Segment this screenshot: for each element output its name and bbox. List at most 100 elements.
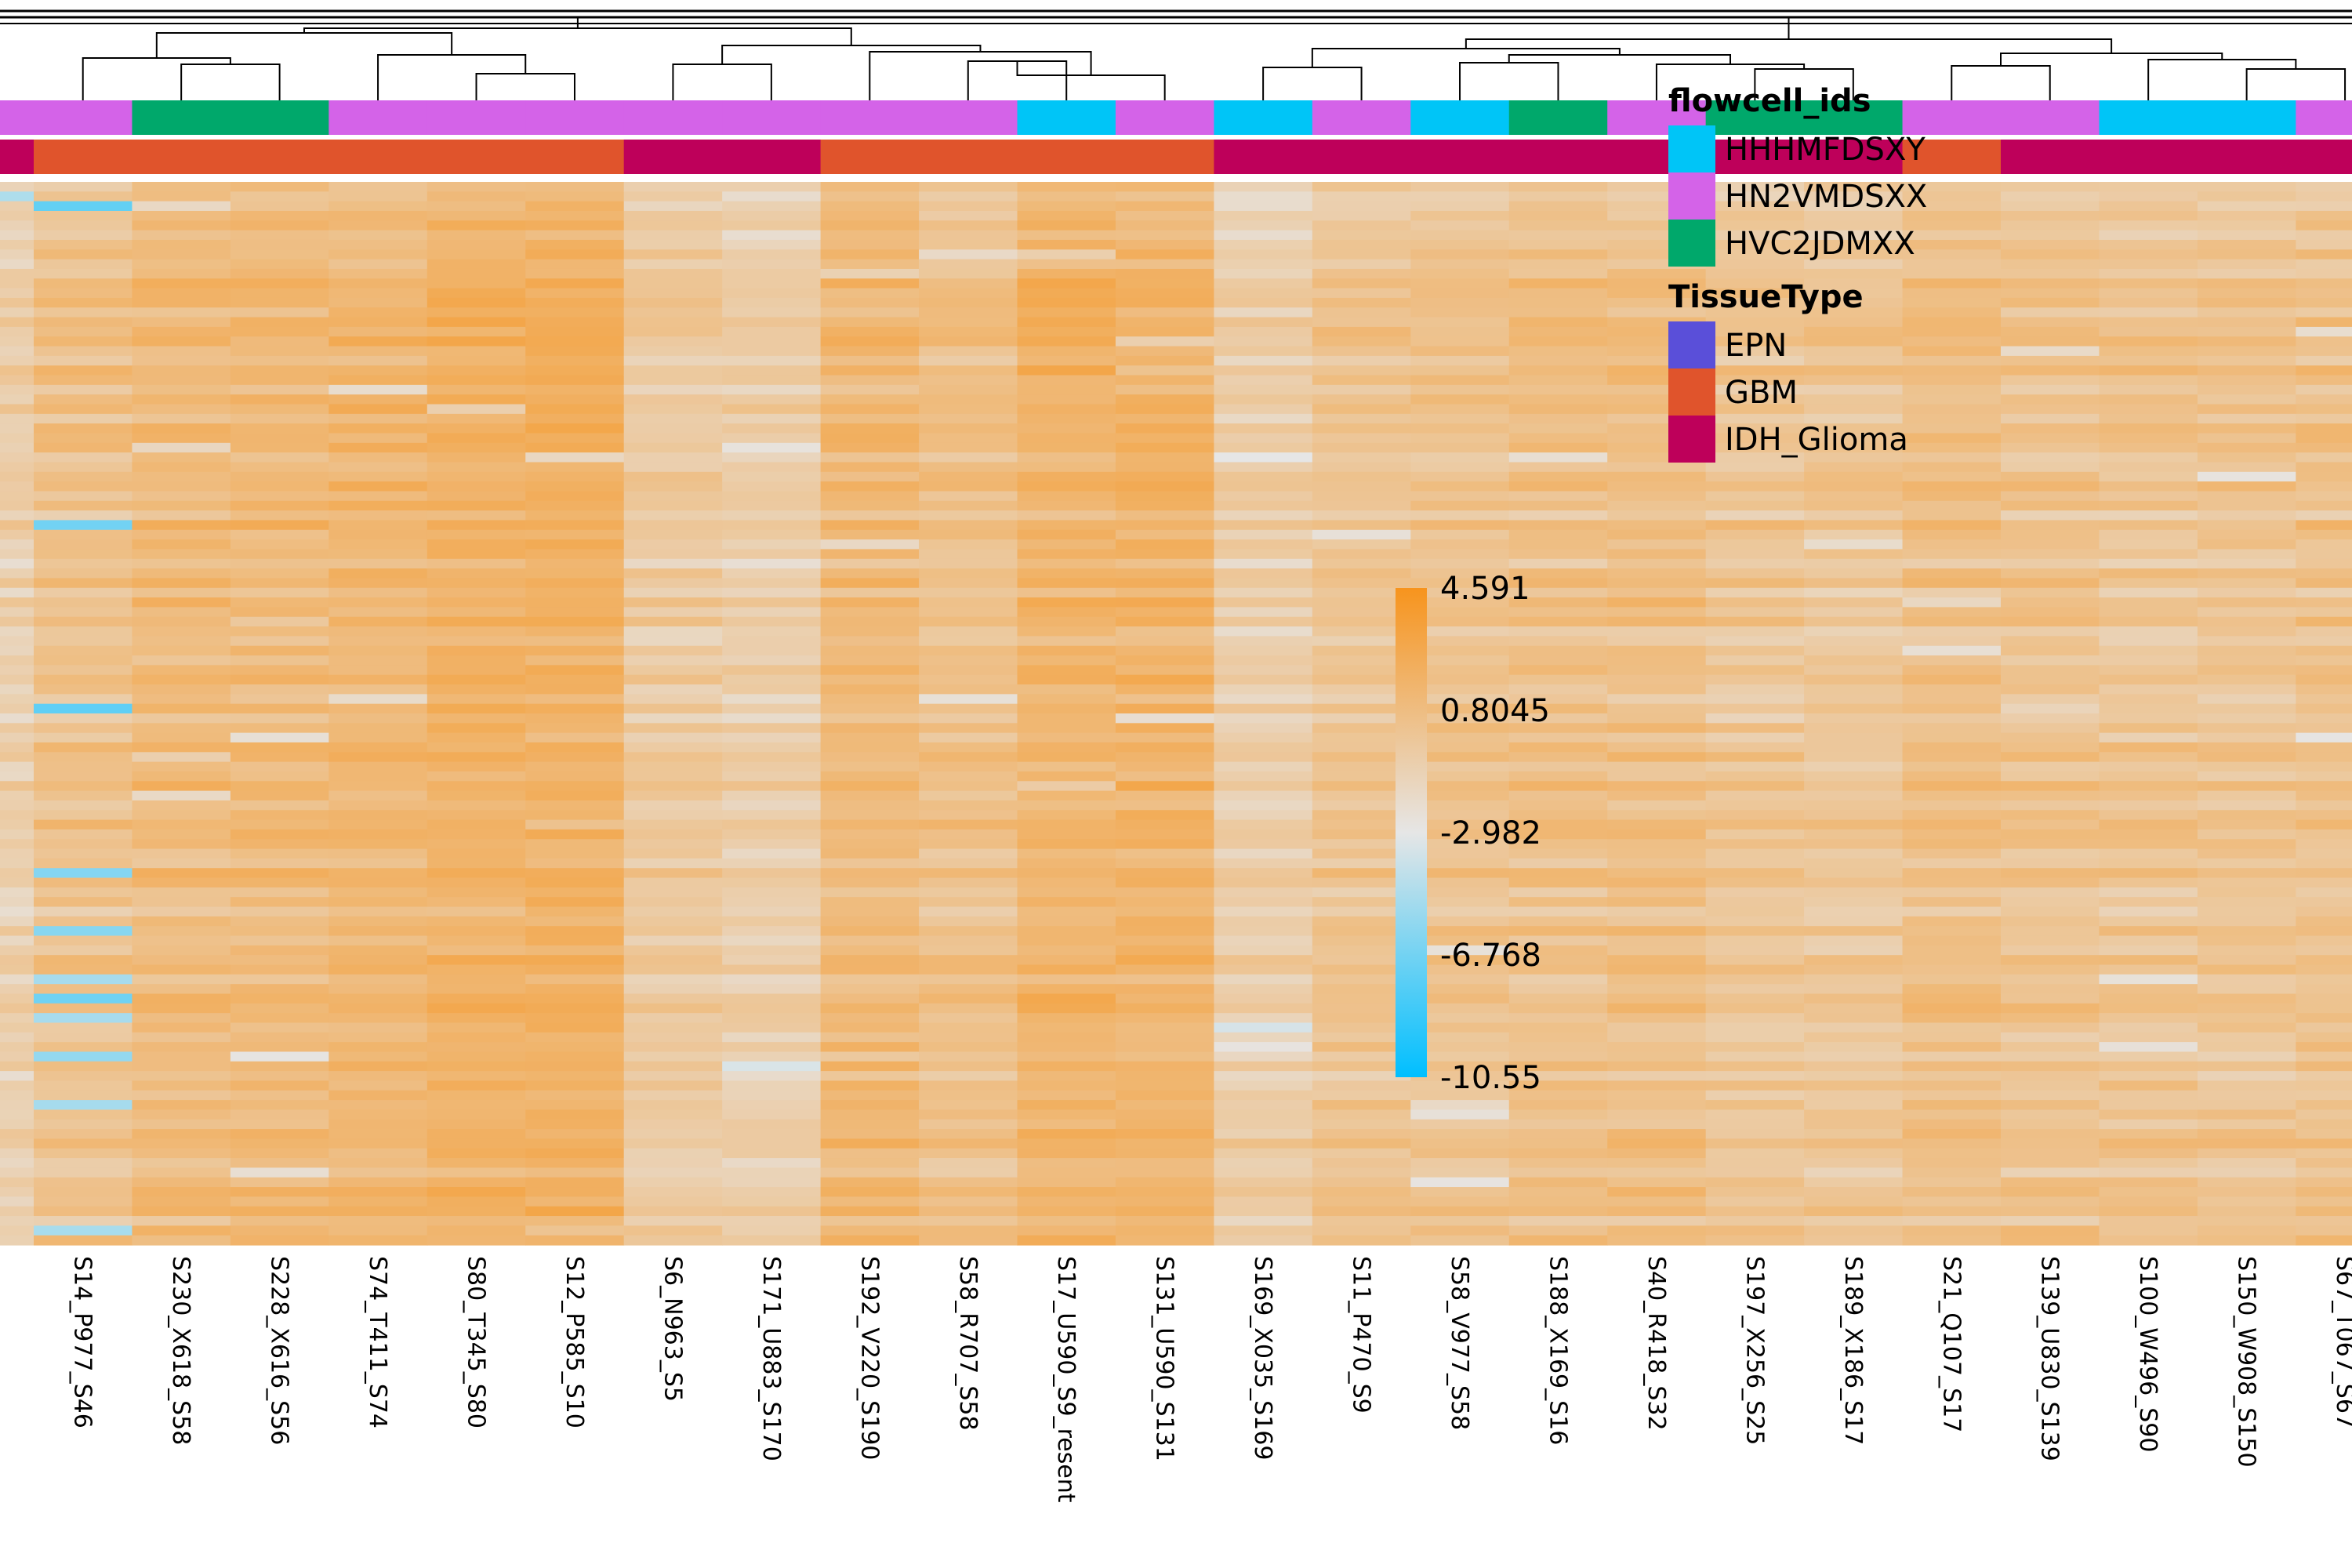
- heatmap-cell: [1705, 182, 1805, 192]
- heatmap-cell: [230, 442, 329, 453]
- heatmap-cell: [722, 703, 822, 714]
- heatmap-cell: [820, 297, 920, 308]
- heatmap-cell: [919, 1167, 1018, 1178]
- heatmap-cell: [132, 1071, 231, 1082]
- heatmap-cell: [1410, 1196, 1510, 1207]
- column-label: S188_X169_S16: [1544, 1256, 1571, 1445]
- heatmap-cell: [820, 848, 920, 859]
- legend-swatch: [1668, 220, 1715, 267]
- heatmap-cell: [1312, 945, 1411, 956]
- heatmap-cell: [2296, 655, 2352, 666]
- heatmap-cell: [1607, 655, 1707, 666]
- heatmap-cell: [1115, 355, 1214, 366]
- dendrogram-branch: [475, 73, 575, 100]
- heatmap-cell: [0, 781, 34, 792]
- heatmap-cell: [919, 906, 1018, 917]
- heatmap-cell: [623, 1216, 723, 1226]
- heatmap-cell: [1804, 1119, 1904, 1130]
- heatmap-cell: [34, 423, 133, 434]
- heatmap-cell: [1410, 935, 1510, 946]
- heatmap-cell: [820, 278, 920, 289]
- heatmap-cell: [1705, 1196, 1805, 1207]
- heatmap-cell: [1705, 752, 1805, 763]
- heatmap-cell: [1902, 645, 2002, 656]
- heatmap-cell: [1804, 761, 1904, 772]
- heatmap-cell: [525, 848, 625, 859]
- heatmap-cell: [2001, 1090, 2100, 1101]
- heatmap-cell: [1607, 984, 1707, 995]
- heatmap-cell: [1607, 539, 1707, 550]
- heatmap-cell: [2099, 355, 2198, 366]
- heatmap-cell: [525, 713, 625, 724]
- heatmap-cell: [919, 259, 1018, 270]
- heatmap-cell: [2296, 723, 2352, 734]
- heatmap-cell: [722, 413, 822, 424]
- heatmap-cell: [820, 616, 920, 627]
- heatmap-cell: [525, 1225, 625, 1236]
- heatmap-cell: [1902, 297, 2002, 308]
- heatmap-cell: [1902, 800, 2002, 811]
- heatmap-cell: [722, 684, 822, 695]
- heatmap-cell: [2197, 655, 2296, 666]
- heatmap-cell: [0, 819, 34, 830]
- heatmap-cell: [328, 645, 428, 656]
- heatmap-cell: [426, 355, 526, 366]
- heatmap-cell: [1804, 1129, 1904, 1139]
- heatmap-cell: [1902, 1158, 2002, 1168]
- heatmap-cell: [426, 278, 526, 289]
- heatmap-cell: [722, 500, 822, 511]
- heatmap-cell: [2296, 694, 2352, 705]
- heatmap-cell: [1410, 993, 1510, 1004]
- heatmap-cell: [1312, 703, 1411, 714]
- heatmap-cell: [919, 935, 1018, 946]
- heatmap-cell: [820, 877, 920, 888]
- heatmap-cell: [132, 249, 231, 260]
- heatmap-cell: [1410, 1129, 1510, 1139]
- heatmap-cell: [722, 191, 822, 202]
- legend-label: HN2VMDSXX: [1725, 179, 1927, 215]
- heatmap-cell: [230, 578, 329, 589]
- heatmap-cell: [919, 239, 1018, 250]
- heatmap-cell: [1410, 375, 1510, 386]
- heatmap-cell: [722, 433, 822, 444]
- heatmap-cell: [820, 1177, 920, 1188]
- heatmap-cell: [426, 549, 526, 560]
- heatmap-cell: [1115, 684, 1214, 695]
- heatmap-cell: [1705, 1138, 1805, 1149]
- heatmap-cell: [230, 1003, 329, 1014]
- heatmap-cell: [1508, 974, 1608, 985]
- heatmap-cell: [820, 713, 920, 724]
- heatmap-cell: [2099, 645, 2198, 656]
- heatmap-cell: [34, 578, 133, 589]
- tissue-cell: [722, 140, 822, 174]
- heatmap-cell: [722, 839, 822, 850]
- heatmap-cell: [820, 346, 920, 357]
- heatmap-cell: [1115, 1148, 1214, 1159]
- heatmap-cell: [0, 665, 34, 676]
- heatmap-cell: [34, 510, 133, 521]
- heatmap-cell: [2197, 346, 2296, 357]
- heatmap-cell: [426, 1022, 526, 1033]
- heatmap-cell: [1312, 713, 1411, 724]
- heatmap-cell: [1508, 1051, 1608, 1062]
- legend-swatch: [1668, 368, 1715, 416]
- heatmap-cell: [1902, 230, 2002, 241]
- heatmap-cell: [0, 694, 34, 705]
- heatmap-cell: [1410, 462, 1510, 473]
- heatmap-cell: [623, 839, 723, 850]
- heatmap-cell: [1902, 1100, 2002, 1111]
- heatmap-cell: [1508, 800, 1608, 811]
- heatmap-cell: [426, 810, 526, 821]
- heatmap-cell: [525, 781, 625, 792]
- heatmap-cell: [1804, 259, 1904, 270]
- heatmap-cell: [525, 404, 625, 415]
- heatmap-cell: [34, 655, 133, 666]
- heatmap-cell: [230, 375, 329, 386]
- heatmap-cell: [2001, 297, 2100, 308]
- heatmap-cell: [2099, 993, 2198, 1004]
- heatmap-cell: [328, 375, 428, 386]
- heatmap-cell: [1214, 906, 1313, 917]
- heatmap-cell: [34, 210, 133, 221]
- heatmap-cell: [230, 394, 329, 405]
- heatmap-cell: [230, 278, 329, 289]
